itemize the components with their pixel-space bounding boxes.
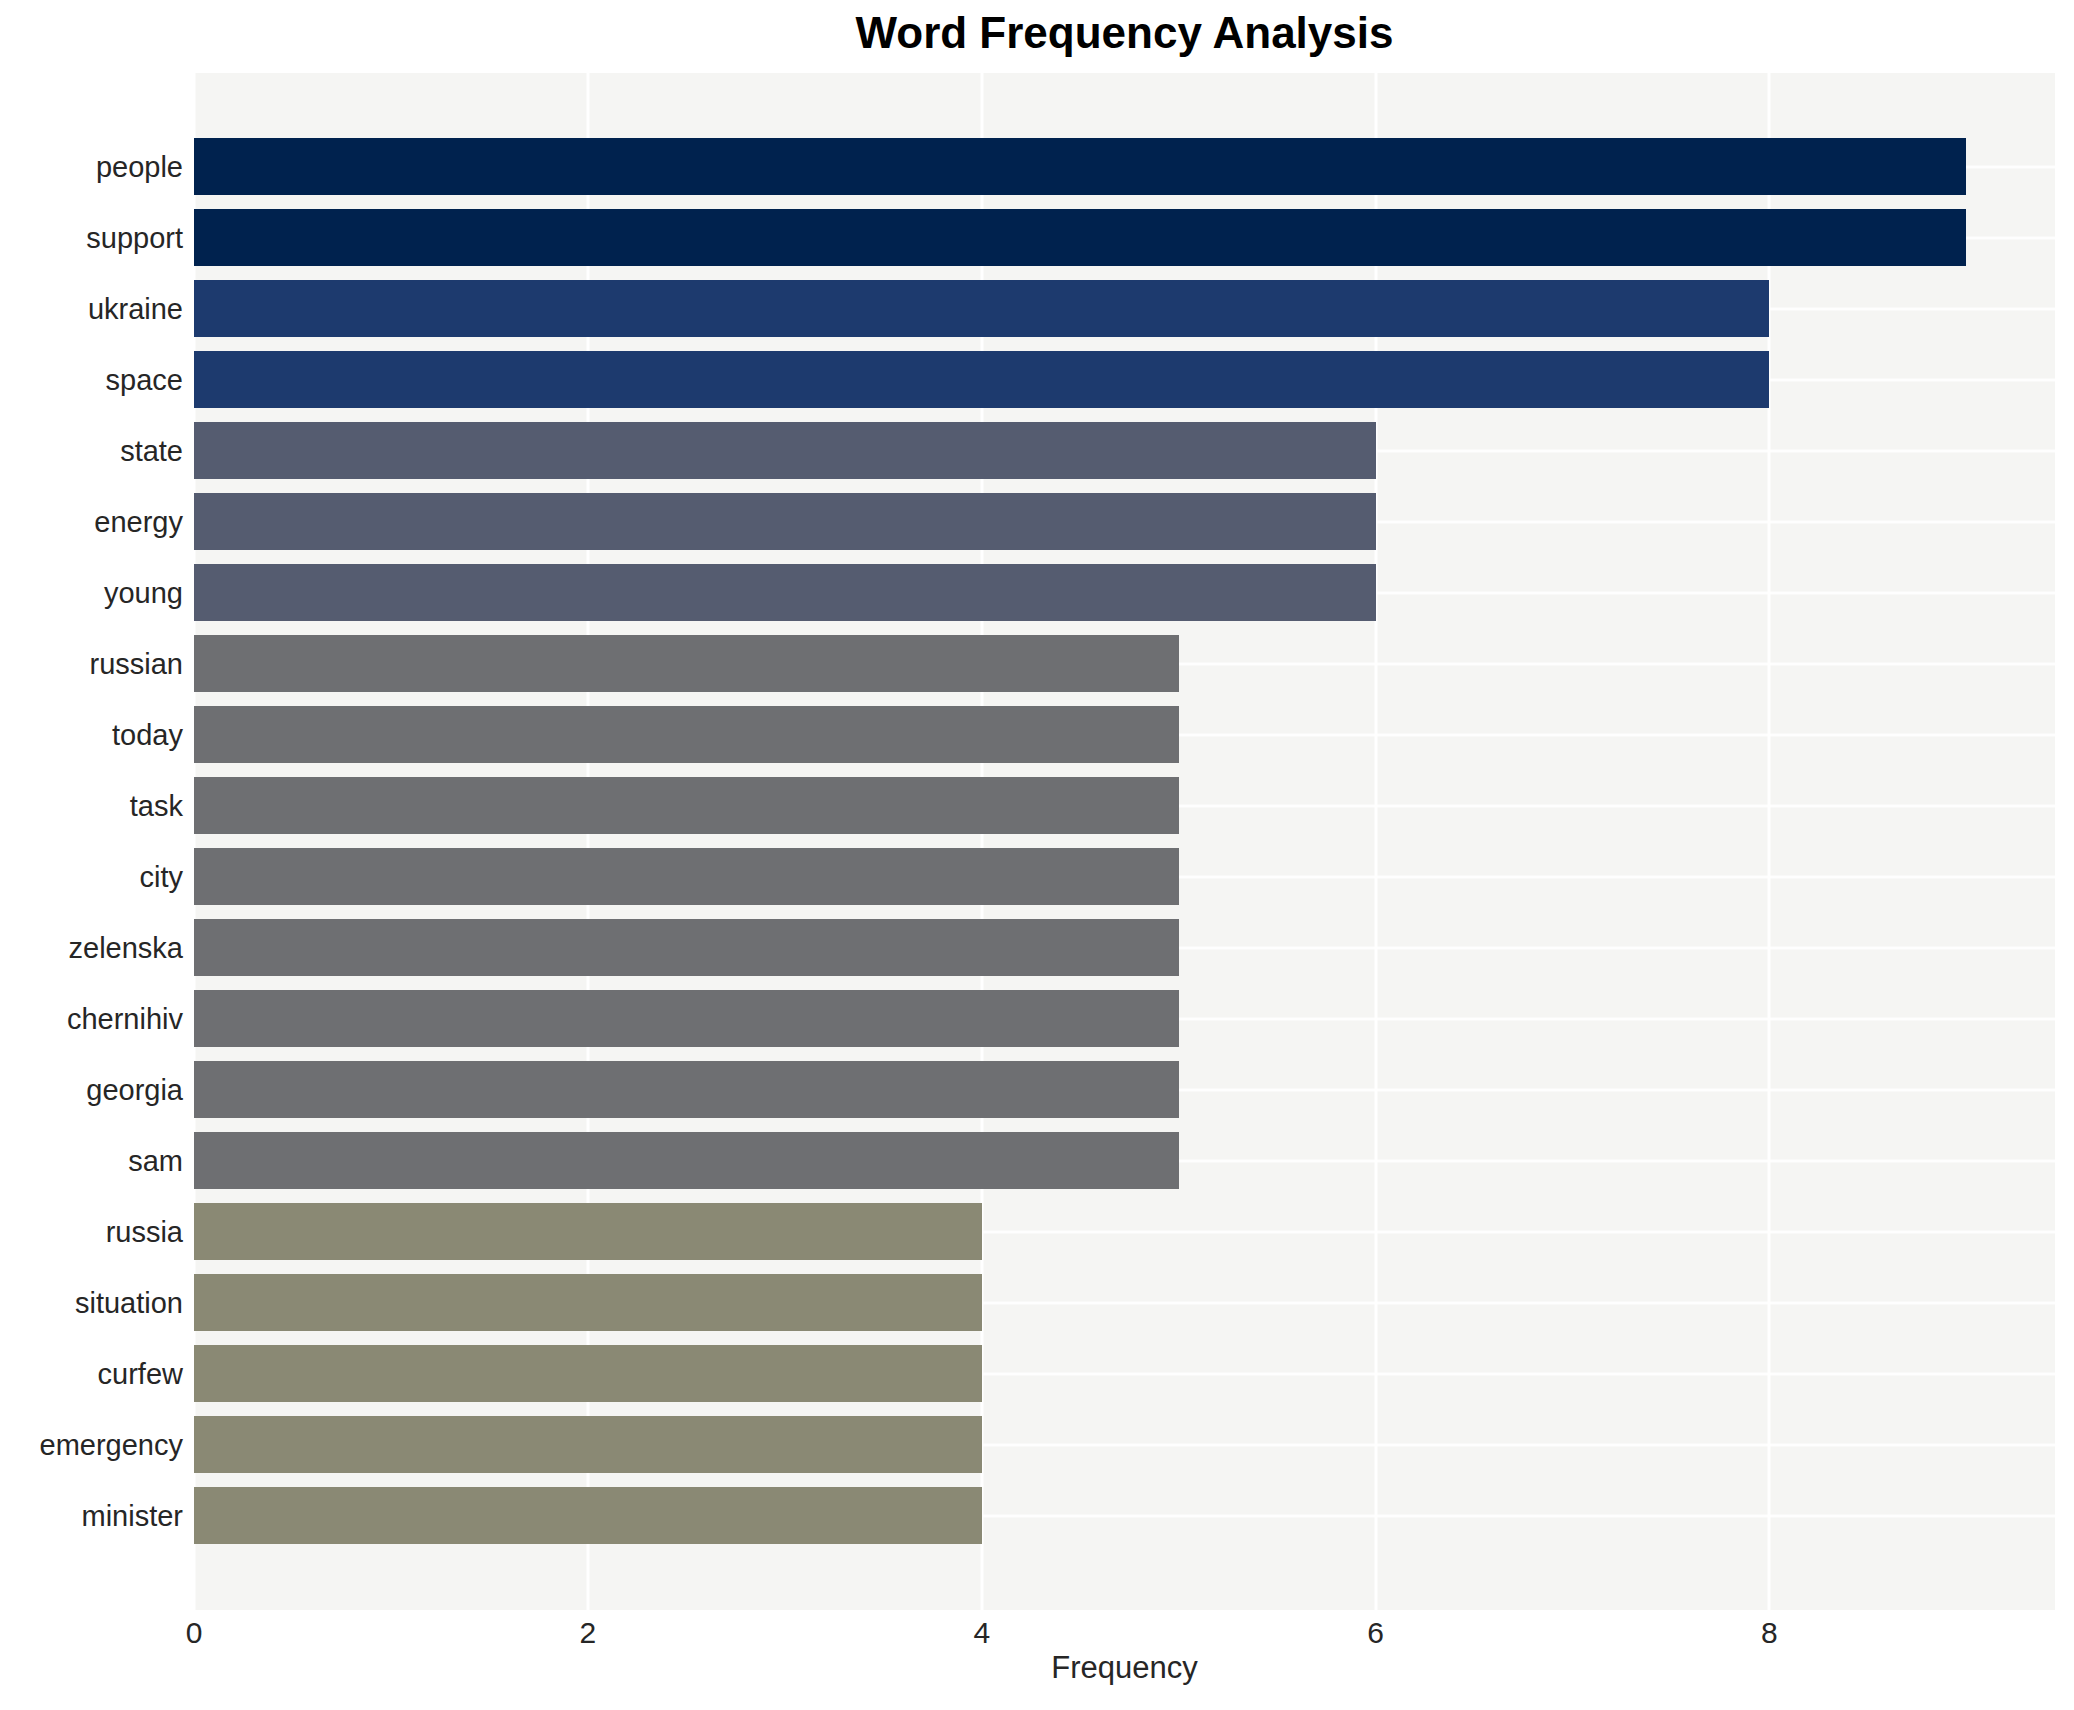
x-tick-label: 8 [1761,1616,1778,1650]
plot-area: people support ukraine space state energ… [194,73,2055,1610]
bar-row: chernihiv [194,983,2055,1054]
bar-row: russian [194,628,2055,699]
bar-rows: people support ukraine space state energ… [194,131,2055,1551]
frequency-bar [194,1274,982,1331]
x-tick-label: 2 [580,1616,597,1650]
y-axis-label: chernihiv [67,1002,183,1035]
bar-row: situation [194,1267,2055,1338]
y-axis-label: situation [75,1286,183,1319]
y-axis-label: emergency [40,1428,183,1461]
y-axis-label: georgia [86,1073,183,1106]
frequency-bar [194,280,1769,337]
y-axis-label: city [140,860,184,893]
y-axis-label: young [104,576,183,609]
bar-row: minister [194,1480,2055,1551]
frequency-bar [194,564,1376,621]
x-tick-label: 4 [973,1616,990,1650]
y-axis-label: zelenska [69,931,183,964]
y-axis-label: russia [106,1215,183,1248]
bar-row: russia [194,1196,2055,1267]
frequency-bar [194,1132,1179,1189]
y-axis-label: sam [128,1144,183,1177]
frequency-bar [194,919,1179,976]
chart-title: Word Frequency Analysis [194,8,2055,58]
y-axis-label: people [96,150,183,183]
y-axis-label: task [130,789,183,822]
y-axis-label: support [86,221,183,254]
x-tick-label: 0 [186,1616,203,1650]
frequency-bar [194,138,1966,195]
frequency-bar [194,209,1966,266]
frequency-bar [194,635,1179,692]
bar-row: emergency [194,1409,2055,1480]
bar-row: people [194,131,2055,202]
x-tick-label: 6 [1367,1616,1384,1650]
frequency-bar [194,777,1179,834]
bar-row: young [194,557,2055,628]
frequency-bar [194,351,1769,408]
bar-row: sam [194,1125,2055,1196]
bar-row: city [194,841,2055,912]
y-axis-label: minister [81,1499,183,1532]
bar-row: state [194,415,2055,486]
frequency-bar [194,1487,982,1544]
y-axis-label: russian [90,647,184,680]
y-axis-label: state [120,434,183,467]
frequency-bar [194,493,1376,550]
x-axis-label: Frequency [194,1650,2055,1686]
bar-row: ukraine [194,273,2055,344]
frequency-bar [194,1203,982,1260]
bar-row: energy [194,486,2055,557]
bar-row: task [194,770,2055,841]
frequency-bar [194,990,1179,1047]
bar-row: curfew [194,1338,2055,1409]
bar-row: support [194,202,2055,273]
y-axis-label: energy [94,505,183,538]
y-axis-label: space [106,363,183,396]
y-axis-label: curfew [98,1357,183,1390]
bar-row: georgia [194,1054,2055,1125]
y-axis-label: ukraine [88,292,183,325]
bar-row: zelenska [194,912,2055,983]
y-axis-label: today [112,718,183,751]
frequency-bar [194,706,1179,763]
frequency-bar [194,422,1376,479]
frequency-bar [194,1345,982,1402]
frequency-bar [194,1416,982,1473]
bar-row: space [194,344,2055,415]
word-frequency-chart: Word Frequency Analysis people support u… [0,0,2074,1710]
x-axis-ticks: 02468 [194,1616,2055,1650]
bar-row: today [194,699,2055,770]
frequency-bar [194,1061,1179,1118]
frequency-bar [194,848,1179,905]
